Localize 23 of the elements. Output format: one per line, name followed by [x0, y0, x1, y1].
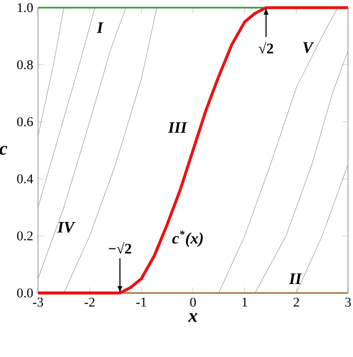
annotation: √2: [258, 42, 274, 54]
x-tick-label: -2: [84, 298, 94, 307]
line-series: [218, 7, 338, 294]
y-tick-label: 0.4: [17, 174, 34, 184]
annotation: II: [288, 273, 302, 284]
x-tick-label: 1: [242, 298, 248, 307]
annotation: c$^{*}$(x): [172, 230, 203, 247]
x-axis-title: x: [188, 313, 198, 322]
annotation: −√2: [108, 242, 132, 254]
x-tick-label: -1: [136, 298, 146, 307]
y-tick-label: 0.0: [17, 288, 33, 298]
x-tick-label: 3: [345, 298, 351, 307]
annotation: I: [96, 22, 104, 33]
x-tick-label: 2: [294, 298, 299, 307]
y-tick-label: 0.8: [17, 60, 33, 70]
annotation: V: [303, 42, 314, 53]
y-tick-label: 0.6: [17, 117, 33, 126]
annotation: III: [168, 122, 188, 133]
x-tick-label: 0: [190, 298, 196, 307]
x-tick-label: -3: [32, 298, 44, 307]
y-tick-label: 0.2: [17, 231, 33, 240]
annotation: IV: [57, 222, 76, 233]
y-tick-label: 1.0: [18, 3, 33, 12]
